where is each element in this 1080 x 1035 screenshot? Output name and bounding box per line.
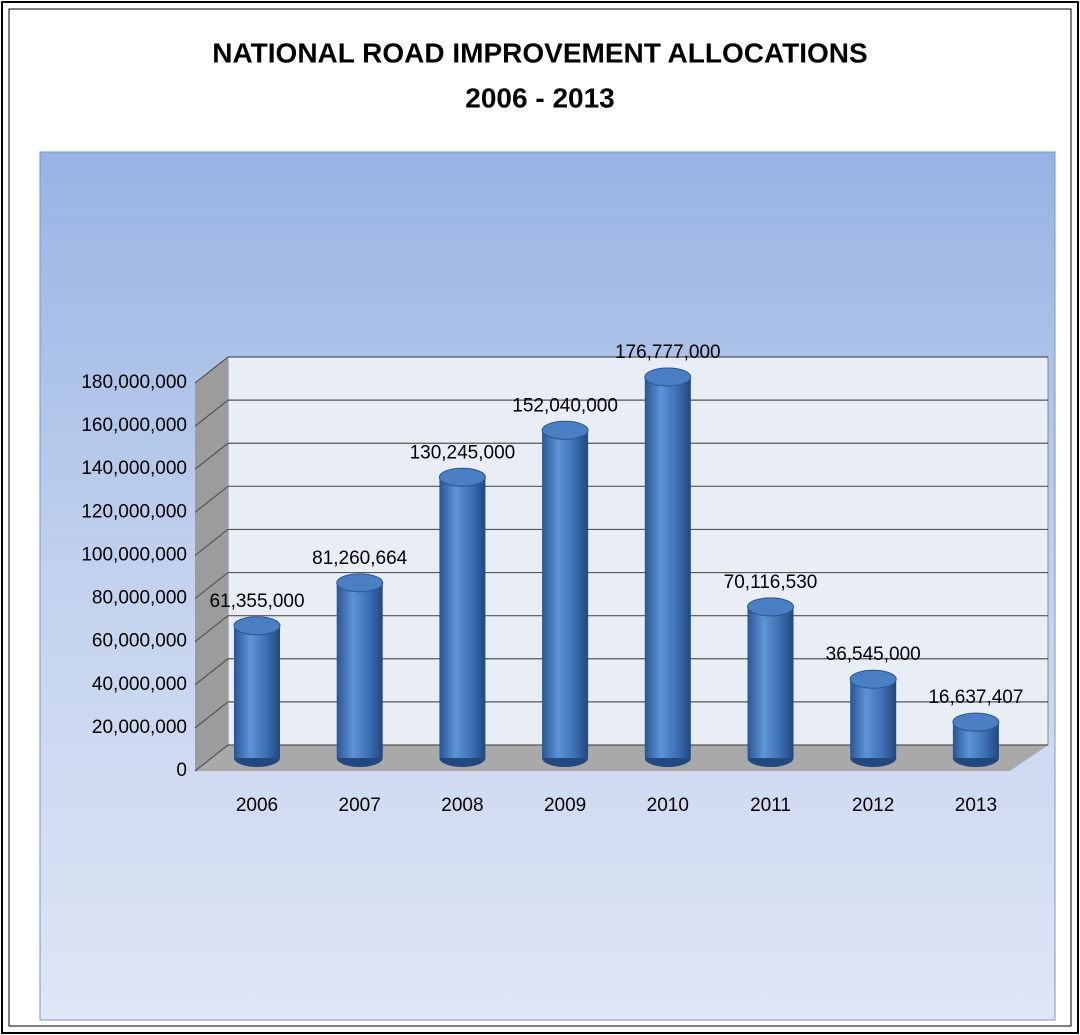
y-tick-label: 0: [176, 760, 187, 781]
side-grid-line: [194, 658, 229, 686]
side-grid-line: [194, 744, 229, 772]
bar-top: [438, 467, 486, 487]
bar: [747, 606, 794, 758]
data-label: 130,245,000: [410, 442, 516, 463]
x-tick-label: 2007: [339, 795, 381, 816]
data-label: 176,777,000: [615, 342, 721, 363]
bar: [542, 430, 589, 758]
bar: [234, 625, 280, 758]
chart-title: NATIONAL ROAD IMPROVEMENT ALLOCATIONS: [212, 37, 867, 68]
y-tick-label: 160,000,000: [81, 415, 187, 436]
x-tick-label: 2012: [852, 795, 894, 816]
bar: [850, 679, 897, 758]
y-tick-label: 100,000,000: [81, 544, 187, 565]
x-tick-label: 2011: [750, 795, 791, 816]
side-wall: [195, 357, 228, 771]
bar-top: [233, 616, 281, 636]
data-label: 152,040,000: [512, 395, 618, 416]
y-tick-label: 40,000,000: [92, 674, 187, 695]
side-grid-line: [194, 701, 229, 729]
x-tick-label: 2009: [544, 795, 586, 816]
side-grid-line: [194, 528, 229, 556]
side-grid-line: [194, 442, 229, 470]
y-tick-label: 120,000,000: [81, 501, 187, 522]
x-tick-label: 2013: [955, 795, 997, 816]
bar-top: [849, 669, 897, 689]
side-grid-line: [194, 485, 229, 513]
bar-top: [747, 597, 794, 617]
y-tick-label: 180,000,000: [81, 372, 187, 393]
chart-subtitle: 2006 - 2013: [465, 82, 614, 113]
bar-top: [952, 712, 1000, 732]
bar: [336, 582, 383, 758]
side-grid-line: [194, 399, 229, 427]
y-tick-label: 60,000,000: [92, 631, 187, 652]
side-grid-line: [194, 615, 229, 643]
data-label: 36,545,000: [826, 644, 921, 665]
bar-top: [541, 420, 589, 440]
bar: [644, 376, 691, 758]
bar-top: [644, 367, 692, 387]
bar-top: [336, 573, 384, 593]
bar: [439, 477, 486, 758]
y-tick-label: 80,000,000: [92, 588, 187, 609]
x-tick-label: 2006: [236, 795, 278, 816]
side-grid-line: [194, 572, 229, 600]
data-label: 70,116,530: [724, 572, 818, 593]
side-grid-line: [194, 356, 229, 384]
x-tick-label: 2008: [441, 795, 483, 816]
y-tick-label: 20,000,000: [92, 717, 187, 738]
data-label: 61,355,000: [209, 591, 304, 612]
y-tick-label: 140,000,000: [81, 458, 187, 479]
floor: [195, 745, 1048, 771]
inner-border: [8, 8, 1072, 1027]
data-label: 81,260,664: [312, 548, 408, 569]
data-label: 16,637,407: [928, 687, 1023, 708]
x-tick-label: 2010: [647, 795, 689, 816]
